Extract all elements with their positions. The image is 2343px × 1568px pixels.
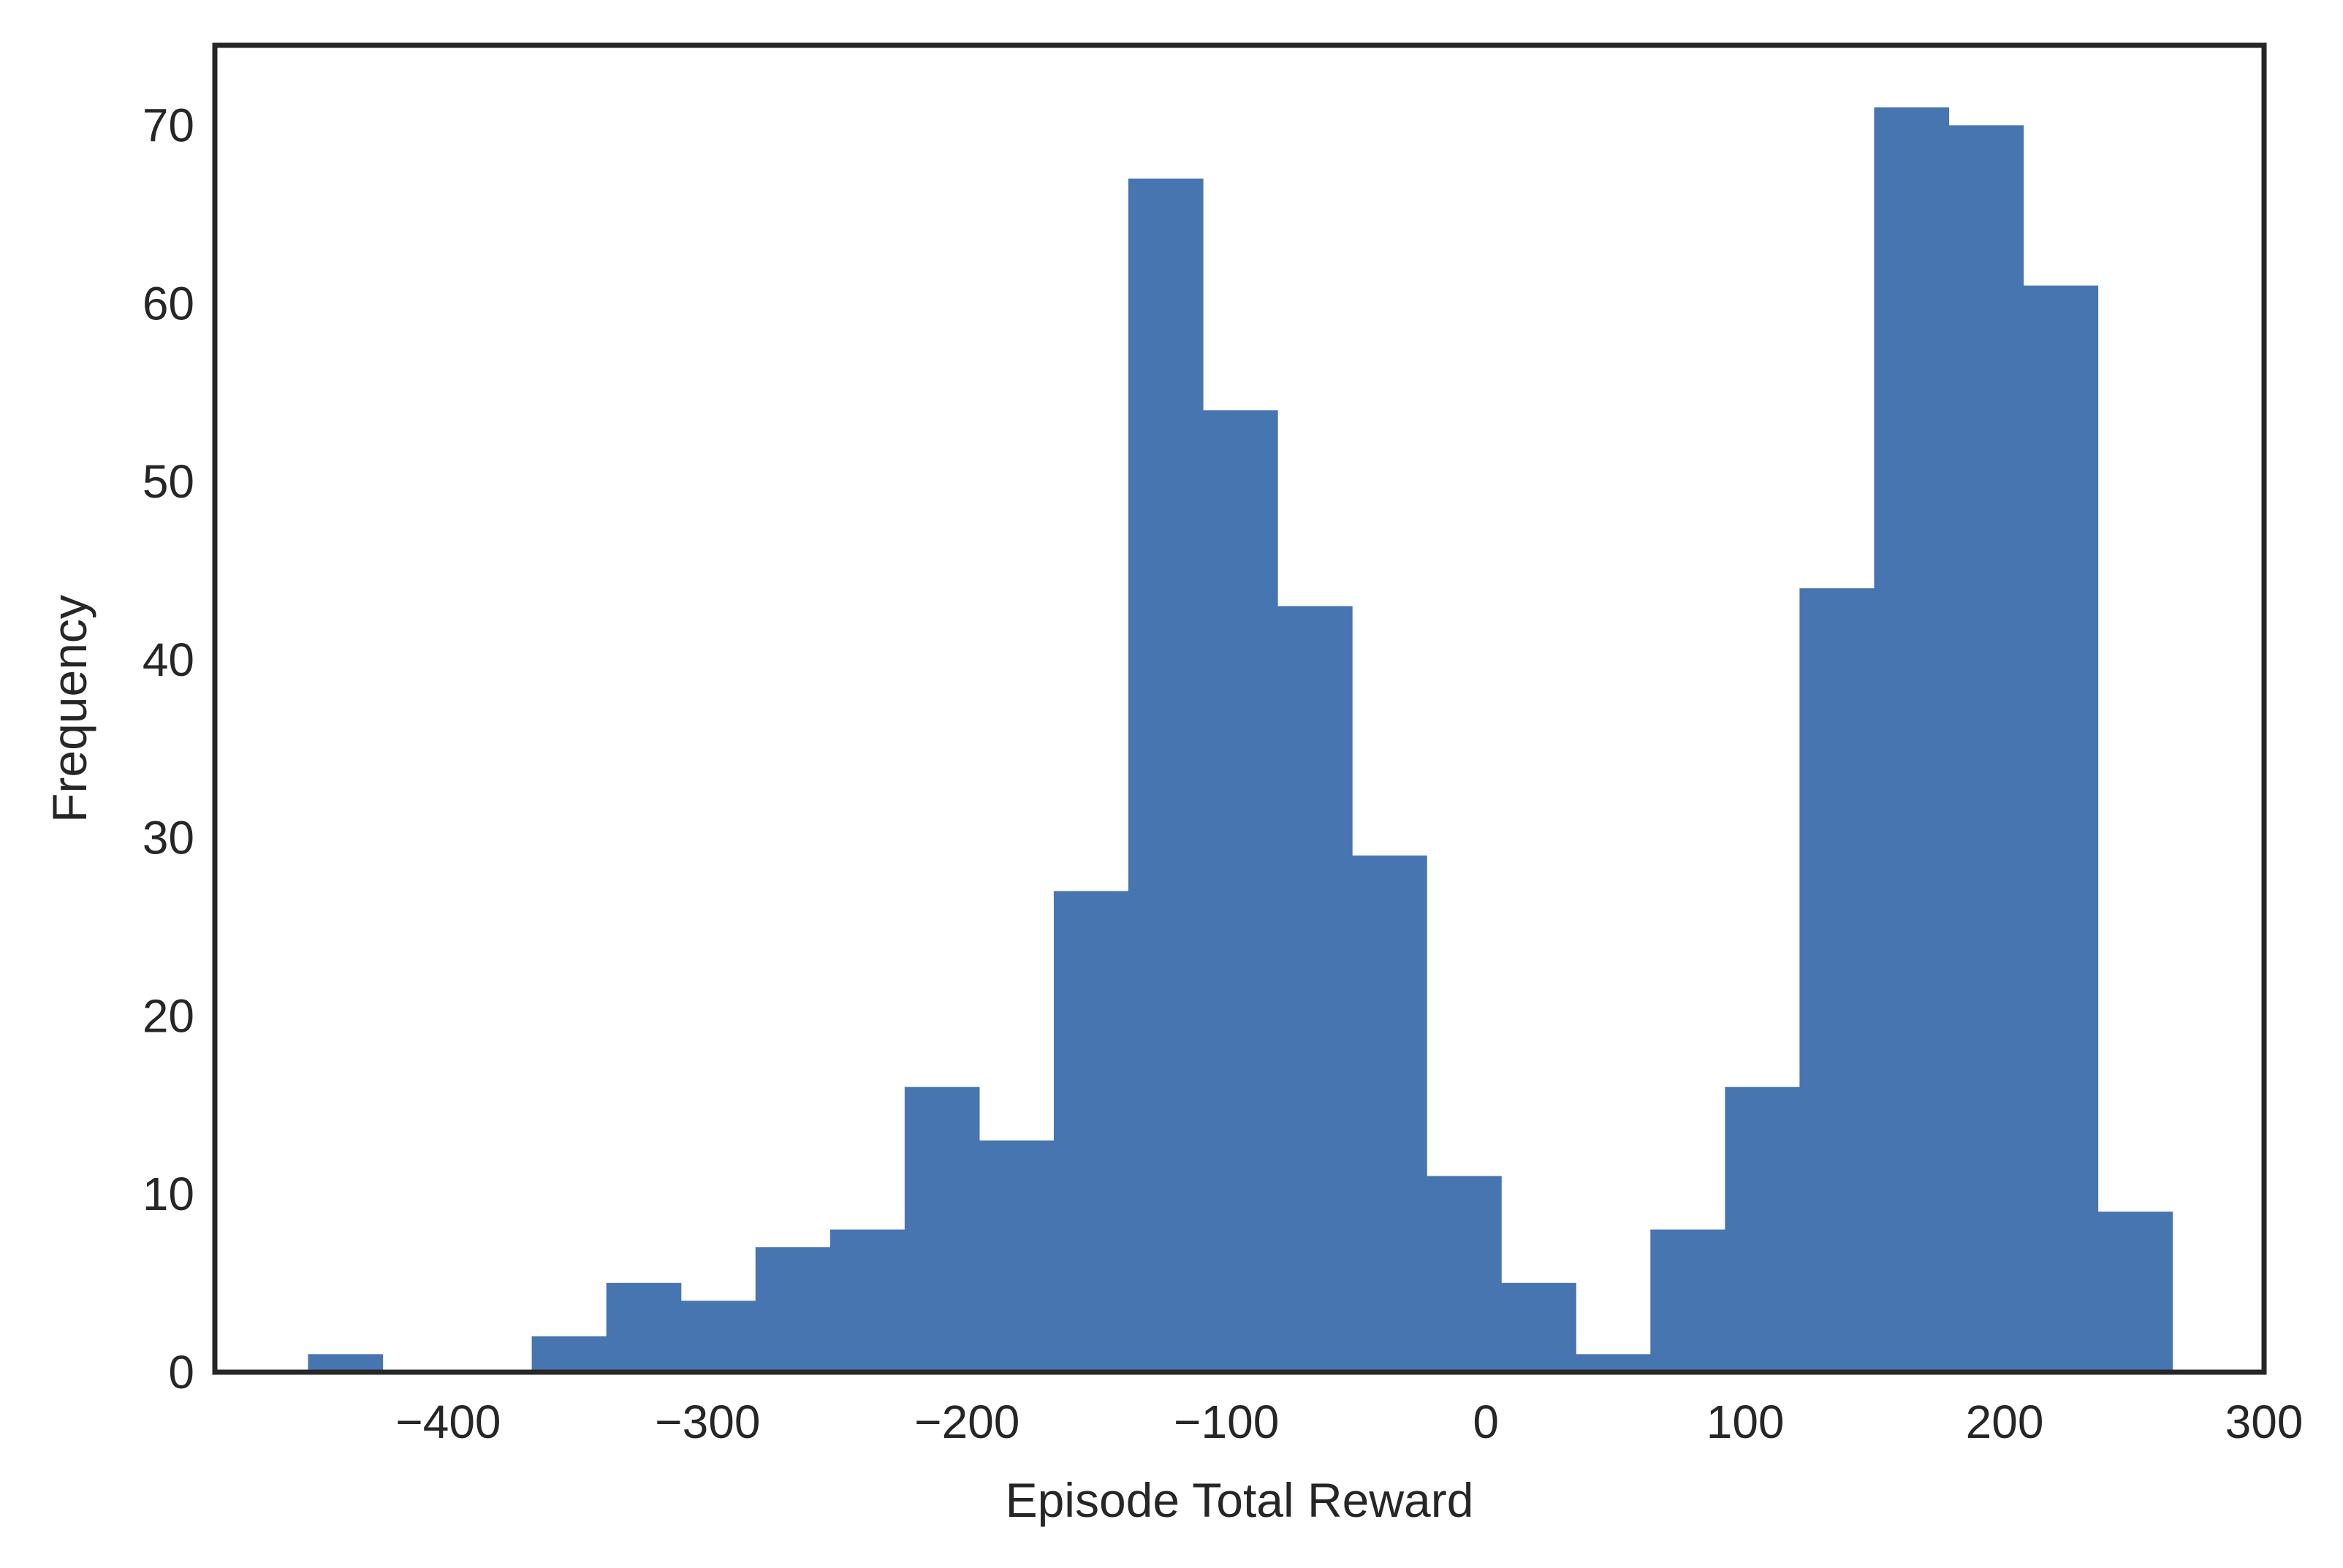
x-axis-ticks: −400 −300 −200 −100 0 100 200 300 [395,1396,2303,1448]
histogram-bar [1203,410,1278,1373]
histogram-bar [1948,125,2024,1373]
histogram-bar [979,1140,1055,1373]
histogram-bar [2023,285,2099,1373]
x-axis-label: Episode Total Reward [1006,1473,1474,1527]
x-tick-label: 100 [1706,1396,1785,1448]
histogram-bar [1352,855,1427,1373]
y-tick-label: 40 [143,633,194,686]
y-tick-label: 0 [168,1346,194,1398]
x-tick-label: −400 [395,1396,501,1448]
histogram-bar [531,1336,607,1373]
histogram-bar [606,1282,682,1373]
y-tick-label: 50 [143,455,194,508]
x-tick-label: −100 [1174,1396,1279,1448]
y-tick-label: 10 [143,1168,194,1220]
histogram-bar [680,1301,756,1373]
histogram-bar [2097,1211,2173,1373]
histogram-bar [1874,107,1950,1373]
x-tick-label: 300 [2225,1396,2304,1448]
x-tick-label: 0 [1473,1396,1499,1448]
histogram-bar [1501,1282,1576,1373]
x-tick-label: 200 [1966,1396,2044,1448]
plot-frame [212,42,2267,1375]
histogram-bar [904,1086,980,1373]
histogram-bar [829,1229,905,1373]
y-tick-label: 20 [143,989,194,1042]
y-tick-label: 30 [143,812,194,864]
histogram-bar [1799,588,1875,1373]
histogram-bar [1725,1086,1800,1373]
histogram-bar [1650,1229,1725,1373]
x-tick-label: −300 [655,1396,760,1448]
y-tick-label: 70 [143,99,194,152]
histogram-bar [1128,178,1204,1373]
histogram-bar [308,1354,384,1373]
y-tick-label: 60 [143,277,194,330]
histogram-bar [1576,1354,1651,1373]
histogram-bar [1053,891,1129,1373]
x-tick-label: −200 [914,1396,1019,1448]
y-axis-label: Frequency [42,595,96,823]
histogram-bars [308,107,2173,1373]
histogram-bar [1277,606,1353,1373]
histogram-bar [755,1247,831,1373]
histogram-bar [1427,1176,1502,1373]
y-axis-ticks: 0 10 20 30 40 50 60 70 [143,99,194,1398]
